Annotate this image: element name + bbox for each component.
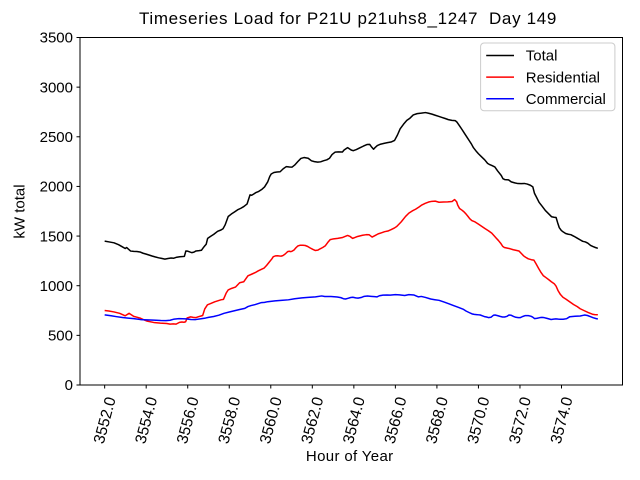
svg-text:Residential: Residential [526,69,600,86]
svg-text:0: 0 [65,377,73,394]
svg-text:3000: 3000 [40,79,73,96]
svg-text:1000: 1000 [40,278,73,295]
svg-text:Hour of Year: Hour of Year [306,448,394,465]
svg-text:Commercial: Commercial [526,91,606,108]
svg-text:2000: 2000 [40,179,73,196]
svg-text:Timeseries Load for P21U p21uh: Timeseries Load for P21U p21uhs8_1247 Da… [139,9,557,28]
svg-text:kW total: kW total [12,184,29,238]
svg-text:500: 500 [48,328,73,345]
svg-text:Total: Total [526,48,558,65]
svg-text:3500: 3500 [40,30,73,47]
svg-text:2500: 2500 [40,129,73,146]
svg-text:1500: 1500 [40,228,73,245]
